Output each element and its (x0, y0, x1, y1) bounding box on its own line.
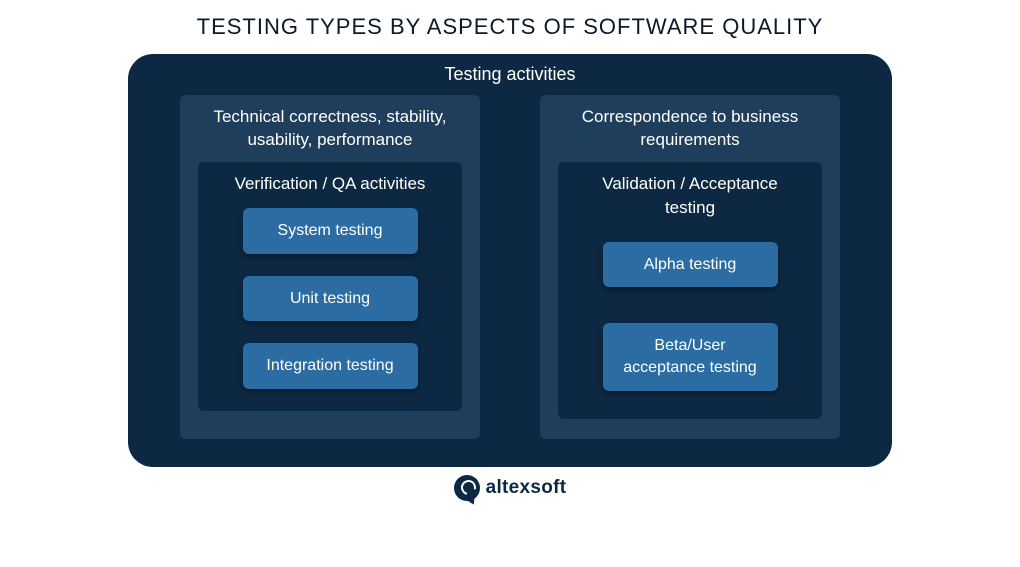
footer-logo: altexsoft (0, 475, 1020, 501)
altexsoft-logo-text: altexsoft (486, 477, 567, 499)
right-mid-label: Correspondence to business requirements (558, 105, 822, 153)
left-inner-panel: Verification / QA activities System test… (198, 162, 462, 411)
columns-wrapper: Technical correctness, stability, usabil… (162, 95, 858, 439)
leaf-system-testing: System testing (243, 208, 418, 254)
left-mid-panel: Technical correctness, stability, usabil… (180, 95, 480, 439)
right-mid-panel: Correspondence to business requirements … (540, 95, 840, 439)
testing-activities-container: Testing activities Technical correctness… (128, 54, 892, 467)
page-title: TESTING TYPES BY ASPECTS OF SOFTWARE QUA… (0, 0, 1020, 48)
leaf-alpha-testing: Alpha testing (603, 242, 778, 288)
leaf-beta-user-acceptance-testing: Beta/User acceptance testing (603, 323, 778, 390)
leaf-integration-testing: Integration testing (243, 343, 418, 389)
altexsoft-logo-icon (454, 475, 480, 501)
leaf-unit-testing: Unit testing (243, 276, 418, 322)
left-inner-label: Verification / QA activities (235, 172, 426, 196)
left-mid-label: Technical correctness, stability, usabil… (198, 105, 462, 153)
right-inner-panel: Validation / Acceptance testing Alpha te… (558, 162, 822, 418)
testing-activities-label: Testing activities (162, 64, 858, 85)
right-inner-label: Validation / Acceptance testing (576, 172, 804, 220)
